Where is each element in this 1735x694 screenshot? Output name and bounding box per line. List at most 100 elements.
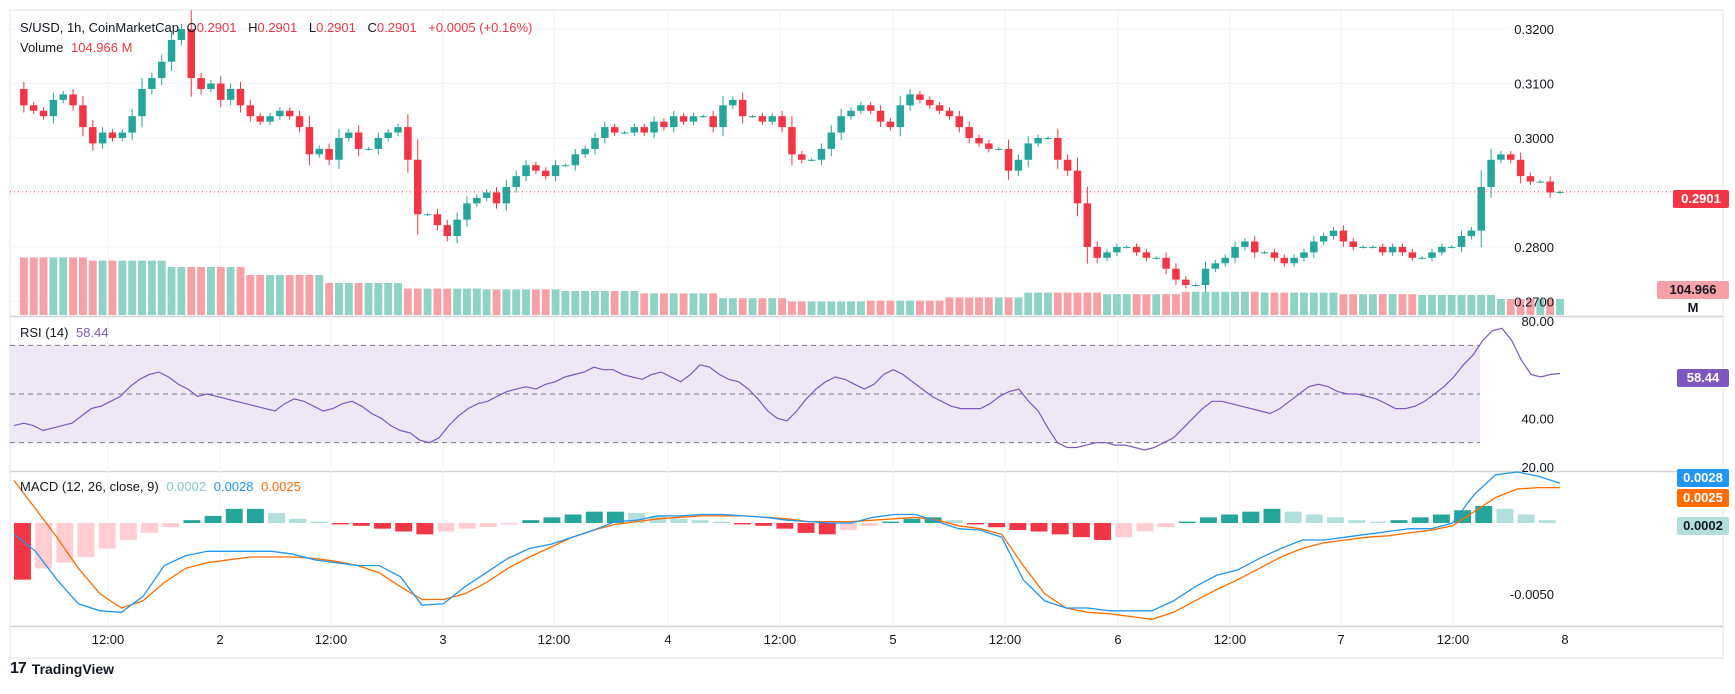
volume-bar bbox=[591, 291, 599, 315]
candle-body bbox=[374, 137, 383, 149]
rsi-pane[interactable] bbox=[10, 327, 1561, 451]
volume-bar bbox=[1349, 294, 1358, 315]
candle-body bbox=[492, 192, 501, 204]
volume-bar bbox=[650, 293, 659, 315]
macd-histogram-bar bbox=[1284, 511, 1302, 523]
volume-bar bbox=[364, 283, 373, 315]
candle bbox=[512, 170, 520, 193]
candle bbox=[315, 145, 324, 158]
price-pane[interactable] bbox=[10, 10, 1722, 315]
candle-body bbox=[975, 137, 983, 144]
candle bbox=[1182, 276, 1190, 289]
tradingview-logo[interactable]: 17 TradingView bbox=[10, 660, 114, 678]
candle-body bbox=[463, 203, 471, 220]
volume-bar bbox=[1398, 294, 1407, 315]
candle bbox=[1250, 236, 1259, 258]
volume-bar bbox=[78, 257, 87, 315]
macd-histogram-bar bbox=[437, 523, 455, 532]
volume-label[interactable]: Volume bbox=[20, 40, 64, 55]
candle bbox=[561, 163, 570, 167]
candle bbox=[601, 121, 609, 144]
macd-histogram-bar bbox=[776, 523, 794, 529]
volume-bar bbox=[443, 288, 452, 315]
candle bbox=[1054, 128, 1062, 169]
candle-body bbox=[69, 94, 77, 106]
candle bbox=[620, 131, 629, 135]
volume-bar bbox=[344, 283, 353, 315]
macd-histogram-bar bbox=[1454, 510, 1472, 523]
macd-histogram-bar bbox=[98, 523, 116, 549]
hist-badge: 0.0002 bbox=[1677, 517, 1729, 535]
volume-bar bbox=[502, 289, 511, 315]
macd-histogram-bar bbox=[1157, 523, 1175, 528]
candle bbox=[325, 143, 333, 166]
volume-bar bbox=[1112, 294, 1121, 315]
candle bbox=[532, 161, 540, 175]
macd-histogram-bar bbox=[479, 523, 497, 528]
rsi-label[interactable]: RSI (14) bbox=[20, 325, 69, 340]
macd-histogram-bar bbox=[331, 523, 349, 525]
candle bbox=[1418, 256, 1426, 260]
macd-histogram-bar bbox=[183, 520, 201, 523]
volume-bar bbox=[1270, 292, 1279, 315]
volume-bar bbox=[266, 275, 274, 315]
volume-bar bbox=[1172, 294, 1180, 315]
macd-histogram-bar bbox=[670, 518, 688, 523]
candle bbox=[197, 72, 205, 95]
candle bbox=[817, 143, 826, 166]
macd-histogram-bar bbox=[395, 523, 413, 532]
candle-body bbox=[709, 116, 717, 128]
candle bbox=[689, 112, 698, 126]
volume-bar bbox=[1300, 292, 1308, 315]
candle bbox=[128, 108, 136, 140]
volume-bar bbox=[1103, 294, 1111, 315]
ohlc-close-label: C bbox=[367, 20, 377, 35]
candle-body bbox=[935, 105, 944, 111]
macd-histogram-bar bbox=[585, 511, 603, 523]
macd-histogram-bar bbox=[882, 521, 900, 523]
chart-frame bbox=[9, 9, 1724, 659]
candle-body bbox=[591, 137, 599, 149]
candle-body bbox=[1329, 230, 1338, 237]
macd-label[interactable]: MACD (12, 26, close, 9) bbox=[20, 479, 159, 494]
volume-badge: 104.966 M bbox=[1657, 281, 1729, 315]
candle bbox=[798, 150, 806, 164]
candle-body bbox=[1231, 246, 1239, 258]
candle bbox=[827, 125, 836, 157]
candle bbox=[916, 90, 924, 104]
volume-bar bbox=[581, 291, 590, 315]
candle-body bbox=[1073, 170, 1082, 204]
volume-bar bbox=[610, 291, 619, 315]
candle-body bbox=[1546, 181, 1554, 193]
candle bbox=[1221, 254, 1229, 267]
candle-body bbox=[384, 132, 392, 138]
candle-body bbox=[256, 116, 264, 122]
volume-bar bbox=[187, 267, 196, 315]
volume-legend: Volume 104.966 M bbox=[20, 40, 136, 56]
volume-bar bbox=[69, 257, 78, 315]
x-tick-label: 3 bbox=[439, 632, 446, 647]
macd-histogram-bar bbox=[1009, 523, 1027, 531]
volume-bar bbox=[88, 260, 97, 315]
candle-body bbox=[364, 148, 373, 150]
symbol-label[interactable]: S/USD, 1h, CoinMarketCap bbox=[20, 20, 179, 35]
candle bbox=[69, 89, 77, 111]
macd-signal-line bbox=[13, 480, 1560, 620]
candle bbox=[1447, 245, 1456, 249]
candle bbox=[857, 101, 865, 115]
candle bbox=[443, 219, 452, 242]
candle-body bbox=[837, 116, 845, 133]
candle-body bbox=[1211, 263, 1220, 269]
candle bbox=[571, 148, 580, 171]
volume-bar bbox=[531, 289, 540, 315]
volume-bar bbox=[482, 289, 491, 315]
candle bbox=[778, 110, 786, 133]
volume-bar bbox=[778, 298, 787, 315]
volume-bar bbox=[758, 298, 767, 315]
volume-bar bbox=[1309, 292, 1318, 315]
candle bbox=[157, 54, 166, 86]
macd-histogram-bar bbox=[119, 523, 137, 540]
candle-body bbox=[443, 225, 452, 237]
macd-pane[interactable] bbox=[13, 471, 1561, 620]
